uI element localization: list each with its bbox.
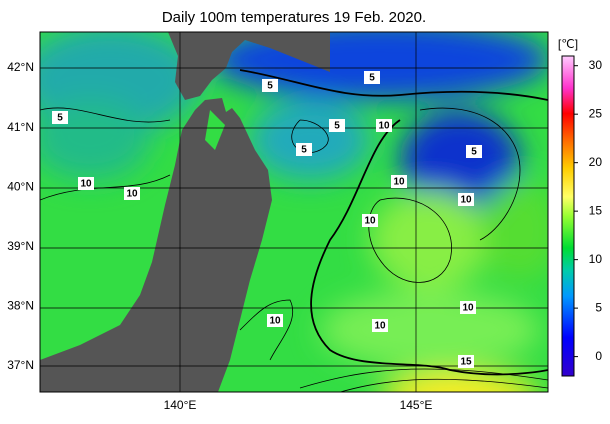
colorbar-tick-label: 30 — [589, 58, 603, 72]
contour-label: 5 — [334, 121, 340, 132]
contour-label-bg — [78, 177, 94, 190]
contour-label: 10 — [80, 179, 92, 190]
contour-label-bg — [458, 355, 474, 368]
contour-label-bg — [124, 187, 140, 200]
colorbar — [561, 55, 575, 377]
contour-label-bg — [372, 319, 388, 332]
lat-label: 40°N — [7, 179, 34, 193]
contour-label-bg — [460, 301, 476, 314]
contour-label: 10 — [460, 195, 472, 206]
contour-label: 10 — [462, 303, 474, 314]
contours — [40, 69, 548, 392]
map-area: 5 5 5 5 10 5 10 10 10 5 10 10 10 10 10 15 — [40, 32, 548, 392]
lat-label: 39°N — [7, 239, 34, 253]
contour-label-bg — [376, 119, 392, 132]
contour-label: 10 — [126, 189, 138, 200]
bay — [205, 110, 225, 150]
contour-label-bg — [52, 111, 68, 124]
contour-label-bg — [267, 314, 283, 327]
colorbar-ticks: 0 5 10 15 20 25 30 — [574, 58, 602, 363]
contour-label-bg — [262, 79, 278, 92]
contour-label: 10 — [374, 321, 386, 332]
contour-label-bg — [391, 175, 407, 188]
contour-label: 5 — [267, 81, 273, 92]
colorbar-unit: [℃] — [558, 37, 578, 51]
contour-label: 10 — [269, 316, 281, 327]
map-frame — [39, 31, 549, 393]
lat-labels: 42°N 41°N 40°N 39°N 38°N 37°N — [7, 60, 34, 372]
colorbar-tick-label: 0 — [595, 349, 602, 363]
contour-label-bg — [466, 145, 482, 158]
colorbar-tick-label: 25 — [589, 106, 603, 120]
lat-label: 38°N — [7, 299, 34, 313]
colorbar-tick-label: 15 — [589, 203, 603, 217]
contour-label: 10 — [378, 121, 390, 132]
contour-label: 5 — [301, 145, 307, 156]
lon-label: 140°E — [164, 398, 197, 412]
contour-label: 5 — [471, 147, 477, 158]
lon-label: 145°E — [400, 398, 433, 412]
contour-label: 15 — [460, 357, 472, 368]
contour-label-bg — [296, 143, 312, 156]
contour-label: 5 — [57, 113, 63, 124]
land-hokkaido — [168, 32, 330, 100]
contour-label: 10 — [364, 216, 376, 227]
lon-labels: 140°E 145°E — [164, 398, 433, 412]
colorbar-tick-label: 20 — [589, 155, 603, 169]
colorbar-tick-label: 10 — [589, 252, 603, 266]
contour-label: 10 — [393, 177, 405, 188]
lat-label: 42°N — [7, 60, 34, 74]
title: Daily 100m temperatures 19 Feb. 2020. — [162, 9, 426, 26]
contour-label-bg — [362, 214, 378, 227]
lat-label: 41°N — [7, 120, 34, 134]
contour-label-bg — [458, 193, 474, 206]
lat-label: 37°N — [7, 358, 34, 372]
land-honshu — [40, 98, 272, 392]
contour-labels: 5 5 5 5 10 5 10 10 10 5 10 10 10 10 10 15 — [52, 71, 482, 368]
contour-label-bg — [364, 71, 380, 84]
contour-label: 5 — [369, 73, 375, 84]
colorbar-tick-label: 5 — [595, 300, 602, 314]
contour-label-bg — [329, 119, 345, 132]
